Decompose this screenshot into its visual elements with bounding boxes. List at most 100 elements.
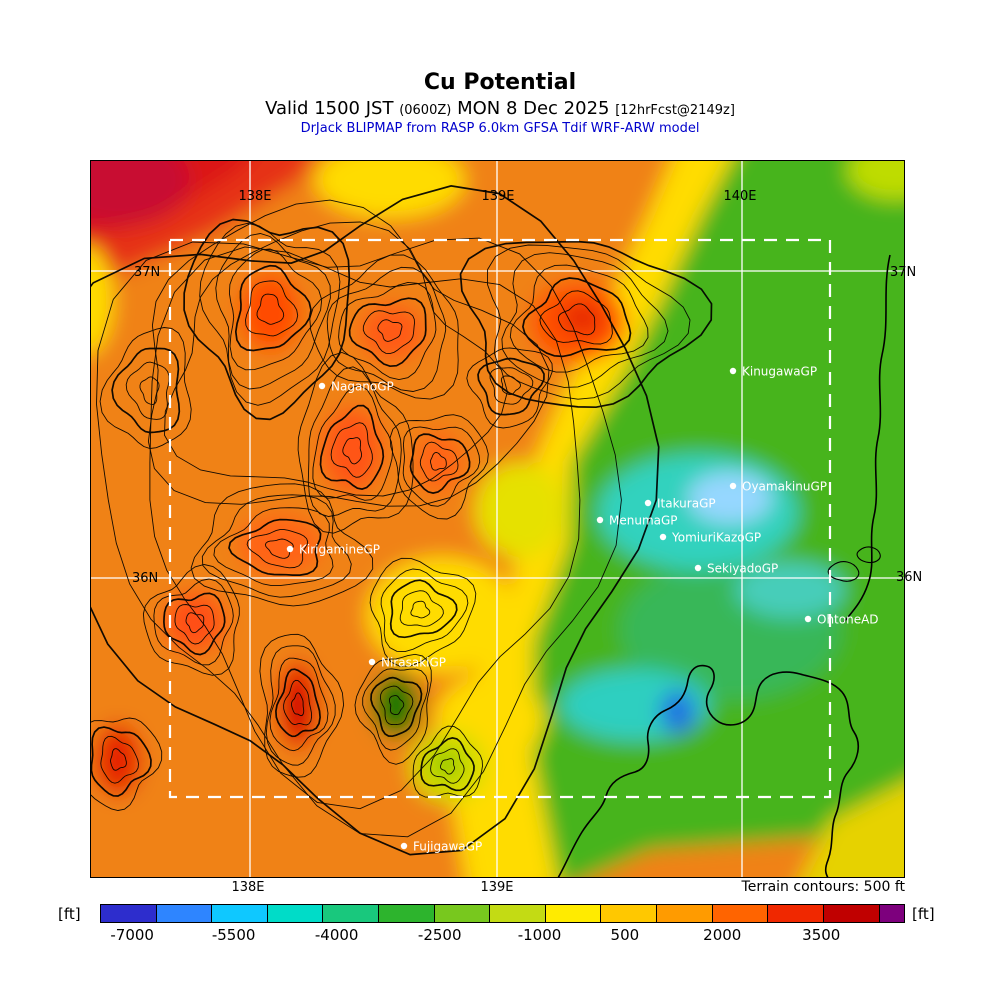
site-label-fujigawagp: FujigawaGP <box>413 840 482 854</box>
contour-loop <box>256 293 285 325</box>
contour-loop <box>389 579 458 639</box>
contour-loop <box>419 441 459 482</box>
contour-loop <box>291 692 305 717</box>
contour-loop <box>399 590 444 627</box>
map-border <box>90 160 905 878</box>
contour-loop <box>149 246 581 810</box>
contour-loop <box>201 494 352 598</box>
site-marker-kirigaminegp <box>286 545 294 553</box>
contour-loop <box>509 264 649 373</box>
contour-loop <box>477 357 545 416</box>
contour-loop <box>377 319 403 342</box>
contour-loop <box>330 422 373 478</box>
colorbar-segment-12 <box>768 905 824 922</box>
terrain-contours-note: Terrain contours: 500 ft <box>741 879 905 895</box>
valid-time-utc: (0600Z) <box>399 103 452 118</box>
contour-loop <box>183 218 351 421</box>
colorbar-segment-7 <box>490 905 546 922</box>
contour-loop <box>307 366 402 517</box>
contour-loop <box>348 297 427 368</box>
contour-loop <box>264 538 294 559</box>
colorbar-tick--7000: -7000 <box>110 926 154 944</box>
model-info-line: DrJack BLIPMAP from RASP 6.0km GFSA Tdif… <box>300 121 700 136</box>
colorbar-segment-3 <box>267 905 324 922</box>
site-marker-sekiyadogp <box>694 564 702 572</box>
contour-loop <box>410 600 431 619</box>
contour-loop <box>190 483 374 607</box>
contour-loop <box>389 414 489 520</box>
contour-loop <box>309 254 459 400</box>
colorbar-tick--5500: -5500 <box>211 926 256 944</box>
contour-loop <box>557 303 596 336</box>
site-marker-nirasakigp <box>368 658 376 666</box>
contour-loop <box>110 748 127 771</box>
contour-loop <box>501 252 669 388</box>
colorbar-segment-5 <box>379 905 435 922</box>
lat-lon-gridlines <box>90 160 905 878</box>
contour-loop <box>312 385 394 501</box>
contour-loop <box>522 277 632 358</box>
grid-label-37n: 37N <box>890 265 916 280</box>
site-marker-fujigawagp <box>400 842 408 850</box>
contour-loop <box>111 347 181 434</box>
colorbar-tick--1000: -1000 <box>517 926 562 944</box>
page-title: Cu Potential <box>423 70 577 95</box>
contour-loop <box>246 529 309 569</box>
colorbar <box>100 904 905 923</box>
site-marker-menumagp <box>596 516 604 524</box>
site-label-sekiyadogp: SekiyadoGP <box>707 562 778 576</box>
contour-loop <box>369 557 477 667</box>
bottom-coord-138e: 138E <box>231 880 265 895</box>
contour-loop <box>185 612 205 634</box>
contour-loop <box>269 657 329 752</box>
contour-loop <box>283 679 313 726</box>
contour-loop <box>228 518 322 576</box>
site-label-oyamakinugp: OyamakinuGP <box>742 480 827 494</box>
terrain-contour-lines <box>90 185 713 856</box>
contour-loop <box>174 604 215 645</box>
coastline-pacific <box>843 254 891 623</box>
site-marker-naganogp <box>318 382 326 390</box>
contour-loop <box>259 633 345 778</box>
grid-label-37n: 37N <box>134 265 160 280</box>
site-label-ohtonead: OhtoneAD <box>817 613 879 627</box>
contour-loop <box>487 244 691 400</box>
contour-loop <box>420 737 475 792</box>
colorbar-tick--4000: -4000 <box>314 926 359 944</box>
colorbar-segment-11 <box>712 905 769 922</box>
colorbar-segment-0 <box>101 905 157 922</box>
site-marker-kinugawagp <box>729 367 737 375</box>
grid-label-139e: 139E <box>481 189 514 204</box>
contour-loop <box>430 452 447 471</box>
contour-loop <box>275 668 321 738</box>
lake-outline <box>856 546 881 564</box>
grid-label-36n: 36N <box>896 570 922 585</box>
site-marker-oyamakinugp <box>729 482 737 490</box>
contour-loop <box>412 725 483 798</box>
colorbar-unit-left: [ft] <box>58 905 81 923</box>
contour-loop <box>245 280 299 337</box>
domain-boundary-box <box>168 238 832 799</box>
contour-loop <box>265 645 336 766</box>
colorbar-segment-13 <box>823 905 880 922</box>
site-marker-yomiurikazogp <box>659 533 667 541</box>
grid-labels: 138E 139E 140E 37N 37N 36N 36N <box>132 189 922 586</box>
grid-label-138e: 138E <box>238 189 271 204</box>
colorbar-unit-right: [ft] <box>912 905 935 923</box>
contour-loop <box>125 361 170 420</box>
contour-loop <box>409 433 471 494</box>
contour-loop <box>234 264 312 352</box>
site-marker-itakuragp <box>644 499 652 507</box>
contour-loop <box>500 375 521 396</box>
contour-loop <box>362 310 415 355</box>
contour-loop <box>142 564 240 676</box>
contour-loop <box>379 685 414 726</box>
contour-loop <box>430 748 465 784</box>
site-marker-ohtonead <box>804 615 812 623</box>
bottom-coord-139e: 139E <box>480 880 514 895</box>
contour-loop <box>297 352 414 534</box>
contour-loop <box>199 222 341 406</box>
site-label-yomiurikazogp: YomiuriKazoGP <box>671 531 761 545</box>
contour-loop <box>459 240 713 409</box>
contour-loop <box>466 347 553 429</box>
